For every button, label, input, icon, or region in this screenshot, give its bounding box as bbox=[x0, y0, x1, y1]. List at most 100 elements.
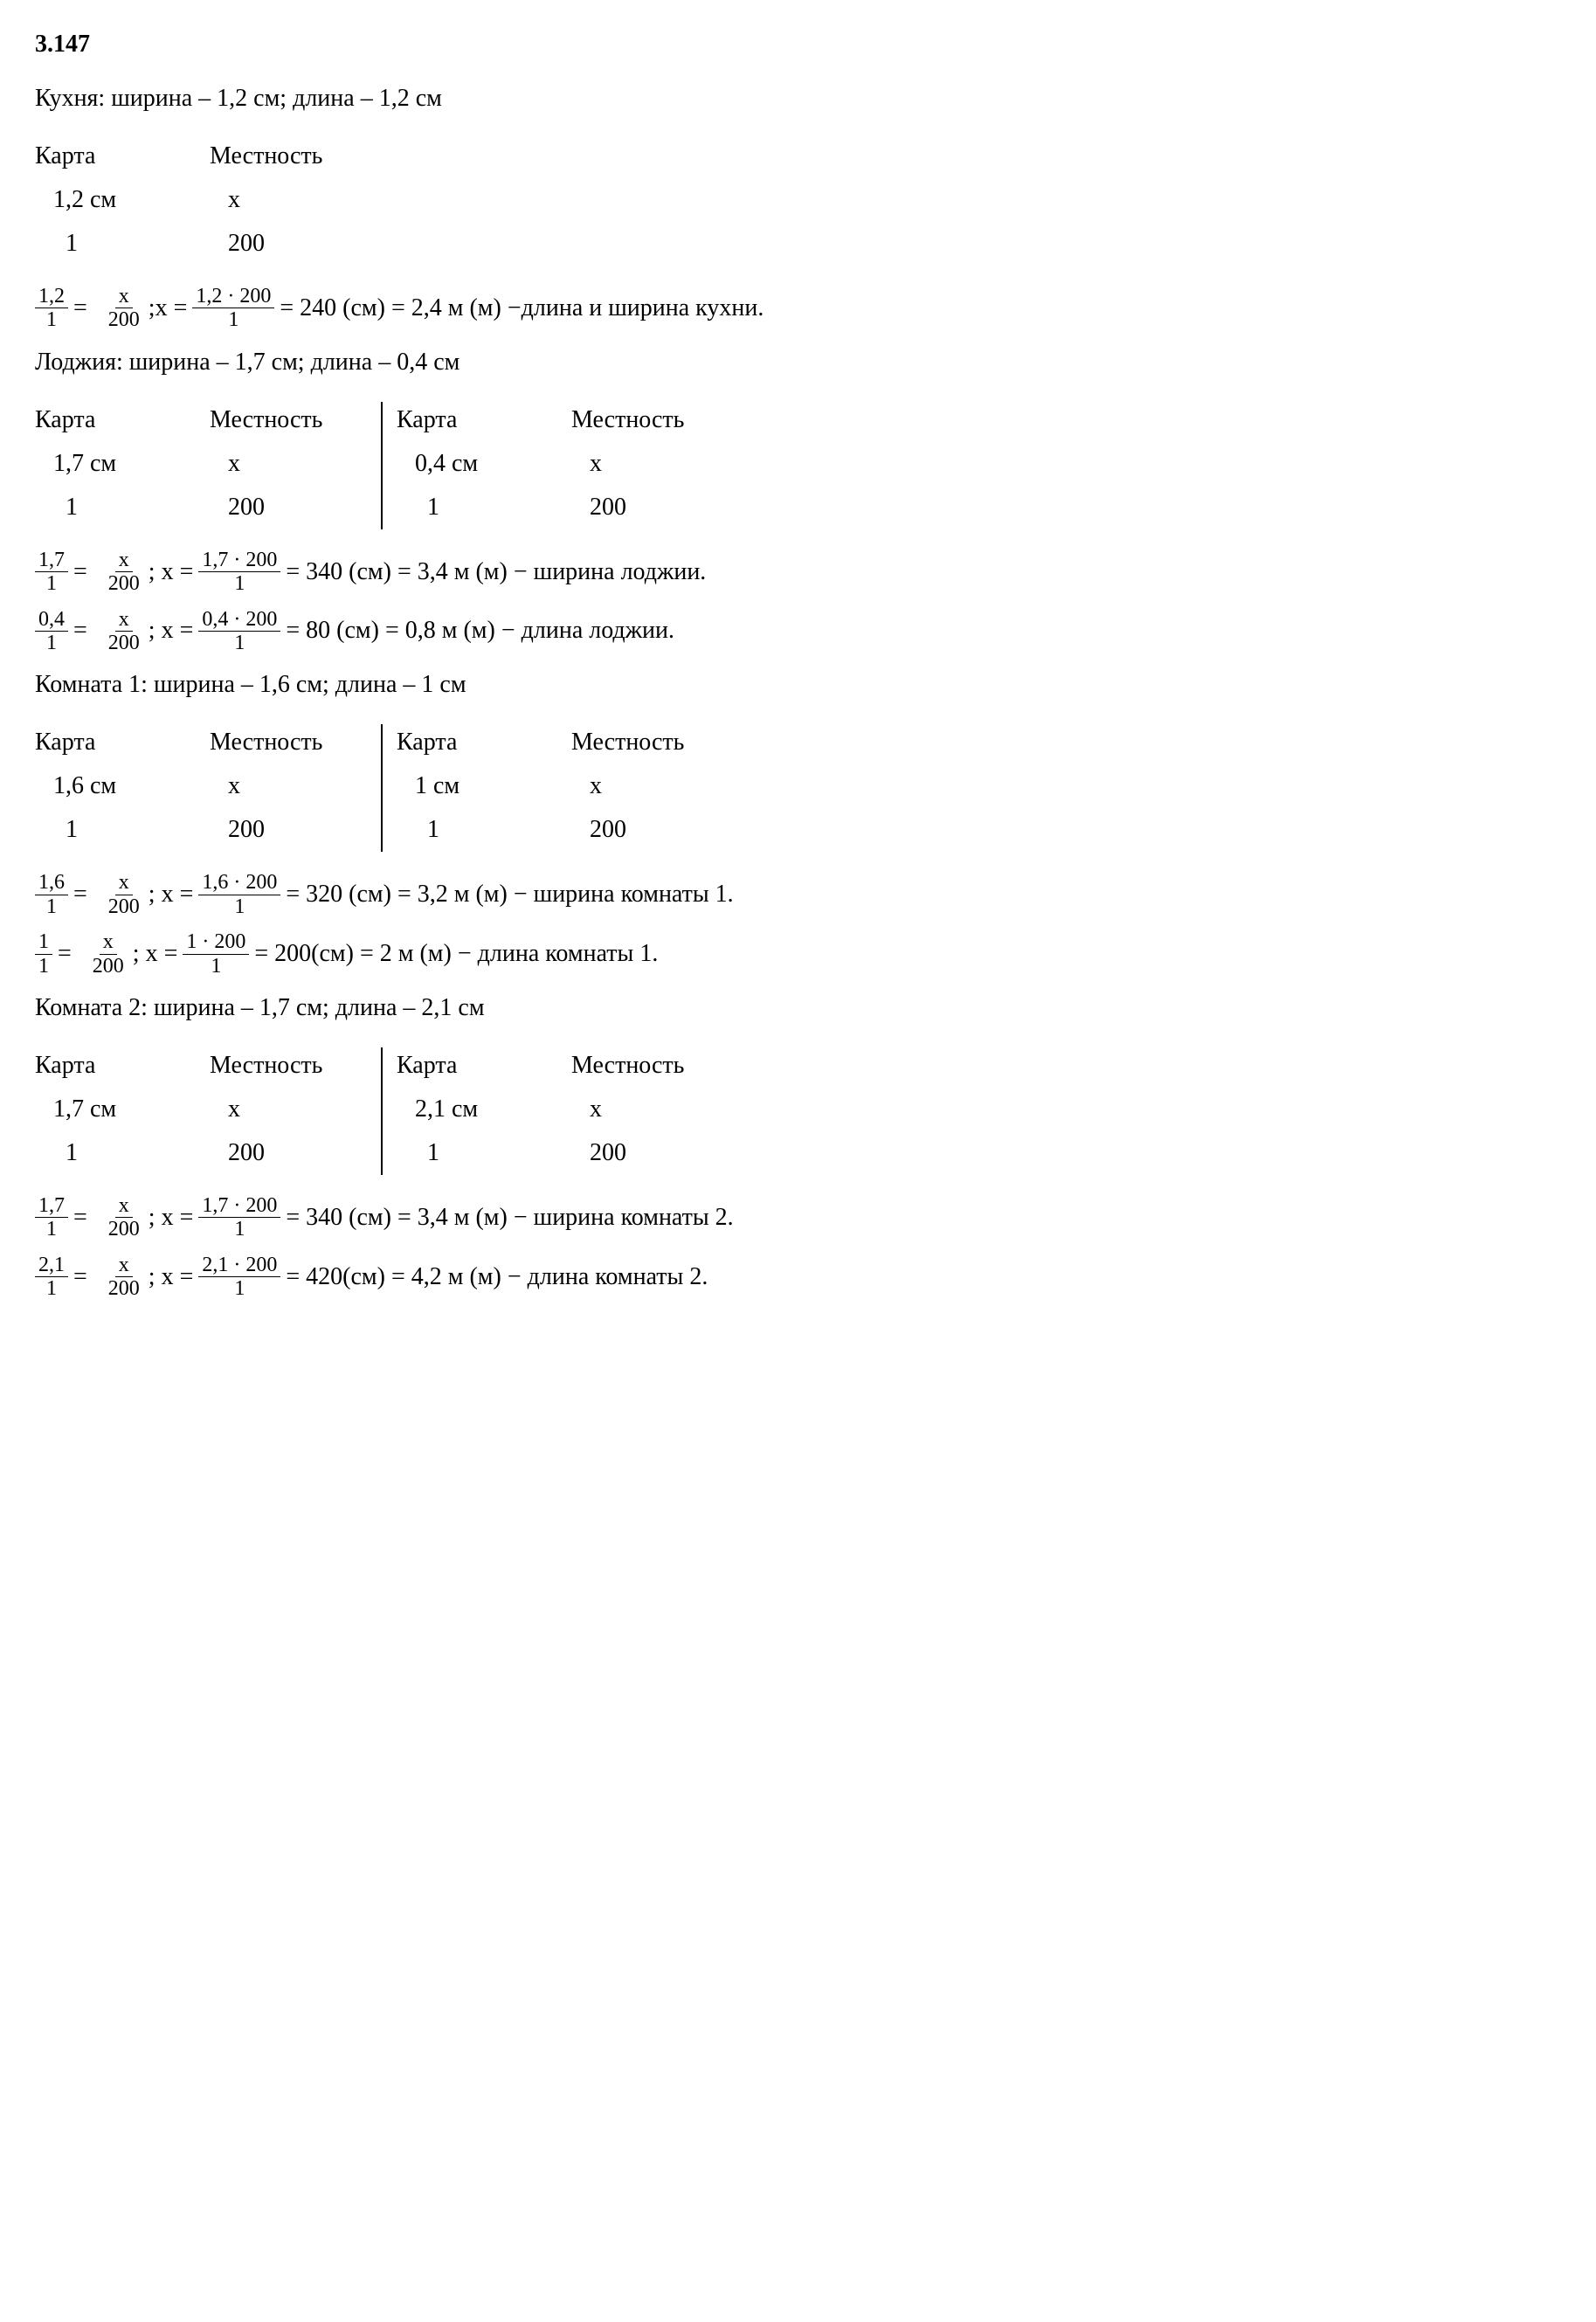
equation-result: = 340 (см) = 3,4 м (м) − ширина комнаты … bbox=[286, 1199, 733, 1236]
table-header: Местность bbox=[210, 1044, 367, 1088]
equation-line: 1,71 = x200; x = 1,7 · 2001 = 340 (см) =… bbox=[35, 549, 1561, 596]
equation-result: = 320 (см) = 3,2 м (м) − ширина комнаты … bbox=[286, 876, 733, 913]
table-cell: 1 bbox=[35, 222, 210, 266]
section-heading: Кухня: ширина – 1,2 см; длина – 1,2 см bbox=[35, 80, 1561, 117]
table-divider bbox=[381, 1047, 383, 1175]
equals-sign: = bbox=[73, 876, 100, 913]
section-heading: Комната 1: ширина – 1,6 см; длина – 1 см bbox=[35, 667, 1561, 703]
denominator: 1 bbox=[231, 1277, 248, 1300]
equation-text: ; x = bbox=[149, 554, 194, 591]
table-cell: 200 bbox=[210, 486, 367, 529]
table-cell: x bbox=[210, 1088, 367, 1131]
equation-result: = 240 (см) = 2,4 м (м) −длина и ширина к… bbox=[280, 290, 763, 327]
fraction: 1,71 bbox=[35, 1194, 68, 1241]
equals-sign: = bbox=[73, 1199, 100, 1236]
table-divider bbox=[381, 402, 383, 529]
denominator: 1 bbox=[43, 632, 60, 654]
table-divider bbox=[381, 724, 383, 852]
tables-pair: КартаМестность 1,7 см x 1 200КартаМестно… bbox=[35, 391, 1561, 536]
denominator: 200 bbox=[105, 632, 143, 654]
denominator: 1 bbox=[231, 1218, 248, 1240]
numerator: 1,6 · 200 bbox=[198, 871, 280, 895]
document-content: Кухня: ширина – 1,2 см; длина – 1,2 см Ка… bbox=[35, 80, 1561, 1300]
equation-result: = 340 (см) = 3,4 м (м) − ширина лоджии. bbox=[286, 554, 706, 591]
denominator: 1 bbox=[35, 955, 52, 978]
denominator: 1 bbox=[43, 895, 60, 918]
numerator: 1,7 bbox=[35, 1194, 68, 1218]
numerator: x bbox=[115, 285, 133, 308]
equation-text: ; x = bbox=[133, 936, 178, 972]
numerator: 0,4 bbox=[35, 608, 68, 632]
fraction: 0,4 · 2001 bbox=[198, 608, 280, 655]
table-cell: 2,1 см bbox=[397, 1088, 571, 1131]
denominator: 1 bbox=[43, 1277, 60, 1300]
numerator: 1,6 bbox=[35, 871, 68, 895]
tables-pair: КартаМестность 1,6 см x 1 200КартаМестно… bbox=[35, 714, 1561, 859]
equation-text: ; x = bbox=[149, 612, 194, 649]
proportion-table: КартаМестность 1 см x 1 200 bbox=[397, 721, 729, 852]
denominator: 200 bbox=[89, 955, 128, 978]
numerator: 2,1 · 200 bbox=[198, 1254, 280, 1277]
equation-result: = 80 (см) = 0,8 м (м) − длина лоджии. bbox=[286, 612, 674, 649]
fraction: 1,7 · 2001 bbox=[198, 1194, 280, 1241]
table-header: Местность bbox=[571, 721, 729, 764]
equation-text: ; x = bbox=[149, 1259, 194, 1296]
table-cell: 200 bbox=[210, 808, 367, 852]
denominator: 1 bbox=[231, 895, 248, 918]
fraction: 1,2 · 2001 bbox=[192, 285, 274, 332]
table-cell: x bbox=[210, 178, 367, 222]
proportion-table: КартаМестность 1,2 см x 1 200 bbox=[35, 135, 367, 266]
denominator: 200 bbox=[105, 572, 143, 595]
table-cell: 1 bbox=[397, 486, 571, 529]
numerator: x bbox=[115, 608, 133, 632]
equation-line: 0,41 = x200; x = 0,4 · 2001 = 80 (см) = … bbox=[35, 608, 1561, 655]
table-cell: x bbox=[571, 764, 729, 808]
equation-line: 1,61 = x200; x = 1,6 · 2001 = 320 (см) =… bbox=[35, 871, 1561, 918]
table-header: Карта bbox=[397, 398, 571, 442]
denominator: 200 bbox=[105, 308, 143, 331]
table-cell: 200 bbox=[571, 1131, 729, 1175]
equation-line: 1,71 = x200; x = 1,7 · 2001 = 340 (см) =… bbox=[35, 1194, 1561, 1241]
fraction: 0,41 bbox=[35, 608, 68, 655]
fraction: 11 bbox=[35, 930, 52, 978]
table-cell: 1 см bbox=[397, 764, 571, 808]
numerator: 2,1 bbox=[35, 1254, 68, 1277]
table-cell: 1,6 см bbox=[35, 764, 210, 808]
table-cell: 200 bbox=[210, 1131, 367, 1175]
table-header: Местность bbox=[210, 398, 367, 442]
table-cell: 1,2 см bbox=[35, 178, 210, 222]
equation-result: = 420(см) = 4,2 м (м) − длина комнаты 2. bbox=[286, 1259, 708, 1296]
table-cell: 200 bbox=[571, 486, 729, 529]
numerator: 0,4 · 200 bbox=[198, 608, 280, 632]
numerator: 1 · 200 bbox=[183, 930, 249, 954]
fraction: x200 bbox=[105, 285, 143, 332]
table-header: Карта bbox=[397, 721, 571, 764]
table-cell: 1 bbox=[35, 1131, 210, 1175]
table-header: Карта bbox=[35, 398, 210, 442]
proportion-table: КартаМестность 1,7 см x 1 200 bbox=[35, 398, 367, 529]
numerator: x bbox=[115, 871, 133, 895]
problem-title: 3.147 bbox=[35, 26, 1561, 63]
table-cell: 200 bbox=[210, 222, 367, 266]
fraction: 1,71 bbox=[35, 549, 68, 596]
fraction: 1 · 2001 bbox=[183, 930, 249, 978]
numerator: 1,7 bbox=[35, 549, 68, 572]
fraction: 2,11 bbox=[35, 1254, 68, 1301]
table-header: Карта bbox=[35, 721, 210, 764]
table-cell: x bbox=[210, 442, 367, 486]
table-cell: 1 bbox=[35, 486, 210, 529]
fraction: x200 bbox=[105, 1254, 143, 1301]
numerator: 1,2 · 200 bbox=[192, 285, 274, 308]
denominator: 200 bbox=[105, 895, 143, 918]
numerator: 1,2 bbox=[35, 285, 68, 308]
denominator: 1 bbox=[43, 572, 60, 595]
numerator: 1,7 · 200 bbox=[198, 549, 280, 572]
proportion-table: КартаМестность 0,4 см x 1 200 bbox=[397, 398, 729, 529]
table-header: Карта bbox=[397, 1044, 571, 1088]
numerator: x bbox=[100, 930, 117, 954]
equation-result: = 200(см) = 2 м (м) − длина комнаты 1. bbox=[254, 936, 658, 972]
fraction: x200 bbox=[105, 1194, 143, 1241]
table-cell: 1 bbox=[397, 1131, 571, 1175]
denominator: 1 bbox=[43, 308, 60, 331]
equation-line: 11 = x200; x = 1 · 2001 = 200(см) = 2 м … bbox=[35, 930, 1561, 978]
